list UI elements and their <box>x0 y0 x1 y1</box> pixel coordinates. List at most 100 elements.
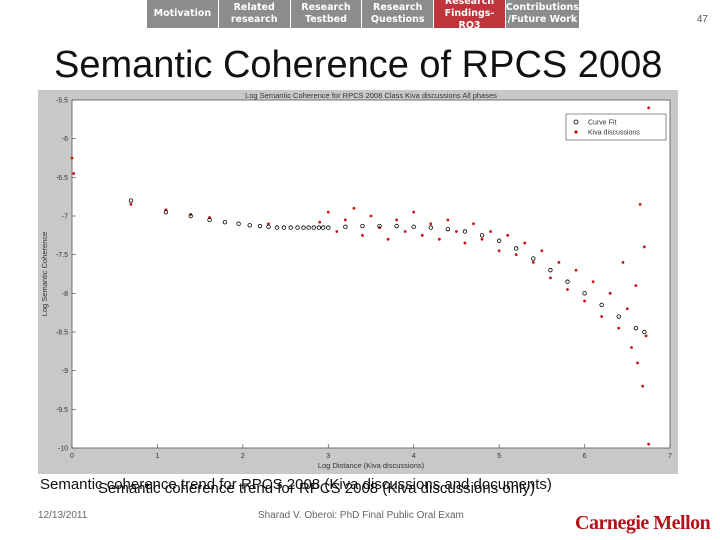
data-point-fit <box>188 213 193 219</box>
y-tick-label: -6.5 <box>56 175 68 182</box>
x-tick-label: 7 <box>668 453 672 460</box>
data-point-fit <box>548 267 553 273</box>
data-point-kiva <box>412 210 416 214</box>
data-point-kiva <box>549 276 552 280</box>
data-point-kiva <box>489 230 492 233</box>
page-number: 47 <box>696 14 708 25</box>
nav-tab-5[interactable]: Contributions /Future Work <box>505 0 579 28</box>
y-tick-label: -9.5 <box>56 407 68 414</box>
nav-tab-0[interactable]: Motivation <box>147 0 219 28</box>
data-point-kiva <box>437 237 441 241</box>
data-point-kiva <box>352 206 356 210</box>
data-point-kiva <box>574 268 578 272</box>
data-point-fit <box>163 209 169 215</box>
data-point-fit <box>445 226 451 232</box>
legend-kiva-label: Kiva discussions <box>588 130 640 137</box>
data-point-kiva <box>506 233 510 237</box>
data-point-kiva <box>318 220 322 224</box>
legend-fit-label: Curve Fit <box>588 120 616 127</box>
caption-line-2: Semantic coherence trend for RPCS 2008 (… <box>98 480 535 497</box>
data-point-fit <box>281 225 287 230</box>
data-point-fit <box>582 291 587 296</box>
data-point-kiva <box>583 299 586 303</box>
data-point-fit <box>616 314 621 319</box>
data-point-kiva <box>566 288 569 291</box>
data-point-fit <box>316 225 322 230</box>
chart-title: Log Semantic Coherence for RPCS 2008 Cla… <box>245 91 497 100</box>
x-axis-label: Log Distance (Kiva discussions) <box>318 461 425 470</box>
data-point-kiva <box>361 233 364 237</box>
y-tick-label: -5.5 <box>56 98 68 105</box>
x-tick-label: 0 <box>70 453 74 460</box>
data-point-kiva <box>343 218 347 222</box>
data-point-kiva <box>403 230 407 233</box>
y-tick-label: -7 <box>62 214 68 221</box>
x-tick-label: 1 <box>155 453 159 460</box>
data-point-fit <box>531 256 536 261</box>
data-point-kiva <box>641 384 645 388</box>
data-point-fit <box>514 246 519 251</box>
data-point-fit <box>462 229 468 234</box>
data-point-kiva <box>617 326 621 330</box>
caption-line-1: Semantic coherence trend for RPCS 2008 (… <box>40 476 552 493</box>
y-tick-label: -10 <box>58 446 68 453</box>
data-point-kiva <box>395 218 399 222</box>
data-point-kiva <box>455 230 458 233</box>
nav-tab-3[interactable]: Research Questions <box>362 0 435 28</box>
chart-caption: Semantic coherence trend for RPCS 2008 (… <box>40 476 680 497</box>
data-point-kiva <box>540 249 544 253</box>
y-tick-label: -6 <box>62 136 68 143</box>
data-point-kiva <box>647 442 651 446</box>
data-point-fit <box>236 221 241 226</box>
data-point-fit <box>394 223 399 229</box>
data-point-fit <box>257 223 263 229</box>
data-point-kiva <box>497 249 501 253</box>
slide-title: Semantic Coherence of RPCS 2008 <box>54 44 663 86</box>
data-point-kiva <box>70 156 74 160</box>
footer-presenter: Sharad V. Oberoi: PhD Final Public Oral … <box>258 510 464 521</box>
data-point-kiva <box>625 307 629 311</box>
data-point-fit <box>266 224 271 230</box>
data-point-kiva <box>523 241 527 245</box>
x-tick-label: 3 <box>326 453 330 460</box>
data-point-kiva <box>634 284 638 287</box>
data-point-kiva <box>557 261 561 264</box>
plot-area <box>71 99 671 449</box>
data-point-kiva <box>647 106 651 110</box>
nav-tab-4[interactable]: Research Findings-RQ3 <box>434 0 506 31</box>
data-point-kiva <box>72 172 76 175</box>
section-nav: Motivation Related research Research Testb… <box>147 0 579 31</box>
data-point-fit <box>288 225 293 230</box>
data-point-kiva <box>630 346 633 349</box>
data-point-kiva <box>514 253 518 257</box>
data-point-fit <box>301 225 306 230</box>
data-point-kiva <box>644 334 648 338</box>
data-point-fit <box>306 225 311 230</box>
data-point-fit <box>411 224 416 230</box>
data-point-kiva <box>642 245 646 249</box>
legend-kiva-marker <box>574 130 578 134</box>
data-point-kiva <box>531 261 535 264</box>
data-point-fit <box>295 225 300 230</box>
data-point-fit <box>274 225 280 230</box>
footer-date: 12/13/2011 <box>38 510 88 521</box>
data-point-kiva <box>446 218 450 222</box>
data-point-fit <box>479 233 485 238</box>
data-point-kiva <box>429 222 433 226</box>
data-point-fit <box>565 279 570 284</box>
nav-tab-1[interactable]: Related research <box>218 0 291 28</box>
data-point-kiva <box>600 315 604 318</box>
data-point-fit <box>343 224 348 230</box>
data-point-kiva <box>420 233 424 237</box>
nav-tab-2[interactable]: Research Testbed <box>290 0 363 28</box>
data-point-fit <box>326 225 331 230</box>
data-point-fit <box>128 198 134 203</box>
data-point-fit <box>428 225 433 230</box>
data-point-kiva <box>267 222 270 226</box>
data-point-kiva <box>608 291 612 295</box>
y-axis-label: Log Semantic Coherence <box>40 232 49 317</box>
x-tick-label: 2 <box>241 453 245 460</box>
x-tick-label: 5 <box>497 453 501 460</box>
data-point-fit <box>496 238 502 243</box>
legend-fit-marker <box>573 119 579 125</box>
